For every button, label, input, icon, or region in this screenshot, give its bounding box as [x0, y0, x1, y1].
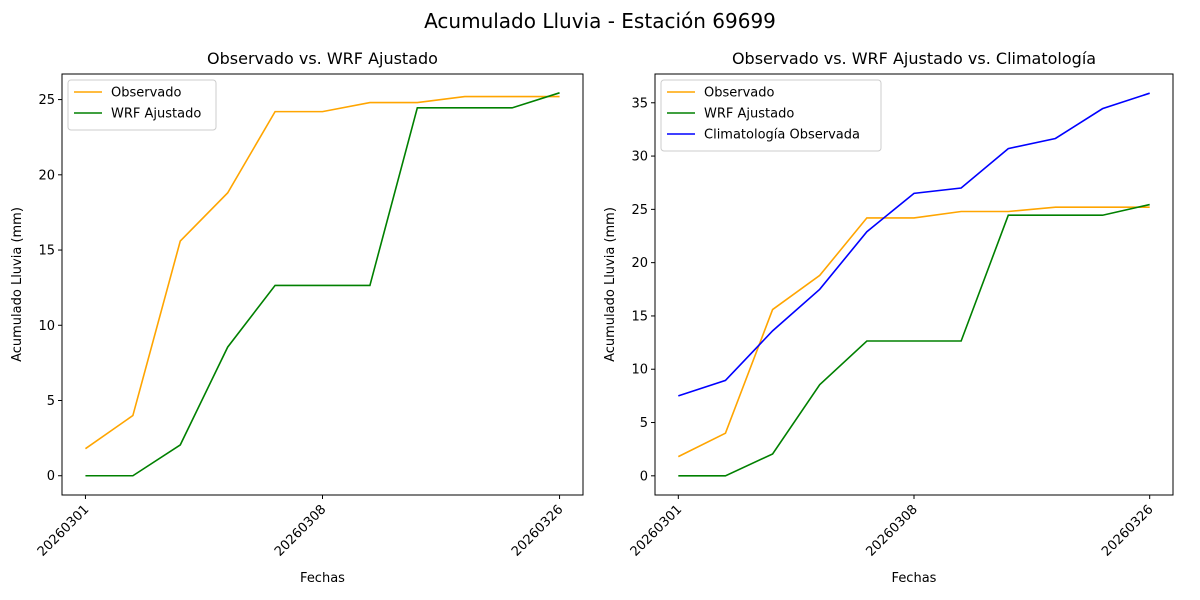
- y-tick-label: 0: [47, 469, 55, 484]
- x-tick-label: 20260301: [35, 502, 92, 559]
- x-tick-label: 20260326: [509, 502, 566, 559]
- series-line-0: [677, 206, 1150, 458]
- x-tick-label: 20260308: [863, 502, 920, 559]
- y-tick-label: 25: [38, 93, 55, 108]
- y-tick-label: 15: [631, 309, 648, 324]
- subplot-title: Observado vs. WRF Ajustado: [207, 49, 438, 68]
- series-line-0: [84, 95, 560, 450]
- legend-entry: WRF Ajustado: [111, 107, 201, 122]
- figure-suptitle: Acumulado Lluvia - Estación 69699: [424, 9, 776, 33]
- legend-entry: Observado: [704, 86, 775, 101]
- y-tick-label: 10: [631, 363, 648, 378]
- y-tick-label: 10: [38, 319, 55, 334]
- legend-entry: Observado: [111, 86, 182, 101]
- x-tick-label: 20260308: [272, 502, 329, 559]
- subplot-title: Observado vs. WRF Ajustado vs. Climatolo…: [732, 49, 1096, 68]
- series-line-1: [678, 203, 1150, 477]
- y-axis-label: Acumulado Lluvia (mm): [10, 207, 25, 362]
- y-tick-label: 35: [631, 96, 648, 111]
- legend: Observado WRF Ajustado: [67, 79, 217, 131]
- legend-entry: WRF Ajustado: [704, 107, 794, 122]
- y-tick-label: 25: [631, 203, 648, 218]
- y-tick-label: 20: [631, 256, 648, 271]
- y-tick-label: 15: [38, 244, 55, 259]
- plot-frame: [61, 73, 584, 496]
- y-tick-label: 30: [631, 150, 648, 165]
- y-axis-label: Acumulado Lluvia (mm): [603, 207, 618, 362]
- y-tick-label: 20: [38, 168, 55, 183]
- legend-box: [660, 79, 882, 152]
- y-tick-label: 5: [47, 394, 55, 409]
- series-line-2: [678, 92, 1150, 397]
- x-tick-label: 20260326: [1099, 502, 1156, 559]
- legend-entry: Climatología Observada: [704, 128, 860, 143]
- series-line-1: [85, 92, 560, 477]
- x-axis-label: Fechas: [892, 571, 937, 586]
- y-tick-label: 0: [640, 469, 648, 484]
- x-tick-label: 20260301: [628, 502, 685, 559]
- y-tick-label: 5: [640, 416, 648, 431]
- subplot-observado-vs-wrf-vs-climatologia: 0 5 10 15 20 25 30 35 20260301 20260308 20260326 Ob…: [603, 49, 1174, 586]
- legend-box: [67, 79, 217, 131]
- subplot-observado-vs-wrf: 0 5 10 15 20 25 20260301 20260308 20260326 Observ…: [10, 49, 584, 586]
- legend: Observado WRF Ajustado Climatología Observ…: [660, 79, 882, 152]
- x-axis-label: Fechas: [300, 571, 345, 586]
